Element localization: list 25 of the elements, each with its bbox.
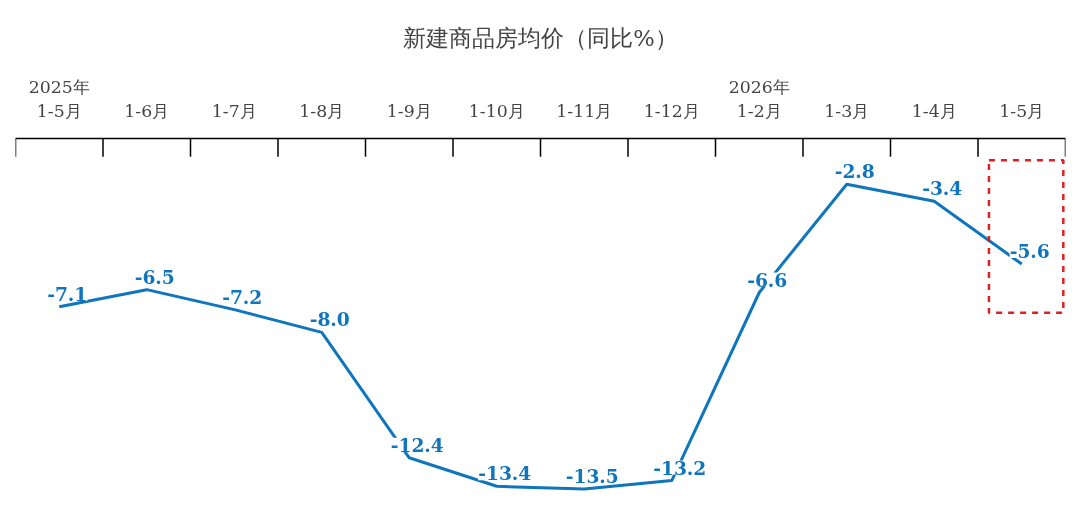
data-label: -7.2 [222, 285, 263, 308]
x-tick-label: 2026年 1-2月 [728, 76, 790, 121]
data-label: -12.4 [390, 433, 444, 456]
x-tick-label: 1-11月 [556, 100, 613, 121]
x-tick-label: 1-3月 [824, 100, 870, 121]
data-label: -13.4 [478, 462, 532, 485]
data-label: -6.6 [747, 268, 788, 291]
x-tick-label: 2025年 1-5月 [28, 76, 90, 121]
x-tick-label: 1-4月 [911, 100, 957, 121]
data-label: -6.5 [134, 265, 175, 288]
x-tick-label: 1-12月 [643, 100, 700, 121]
x-tick-label: 1-8月 [299, 100, 345, 121]
x-tick-label: 1-6月 [124, 100, 170, 121]
data-label: -13.5 [565, 465, 619, 488]
data-label: -7.1 [47, 282, 88, 305]
data-label: -8.0 [309, 308, 350, 331]
x-tick-label: 1-9月 [386, 100, 432, 121]
x-tick-label: 1-5月 [999, 100, 1045, 121]
x-tick-label: 1-7月 [211, 100, 257, 121]
x-tick-label: 1-10月 [468, 100, 525, 121]
data-label: -5.6 [1009, 240, 1050, 263]
chart-title: 新建商品房均价（同比%） [403, 25, 678, 51]
data-label: -3.4 [922, 177, 963, 200]
data-label: -13.2 [653, 456, 707, 479]
data-label: -2.8 [834, 160, 875, 183]
